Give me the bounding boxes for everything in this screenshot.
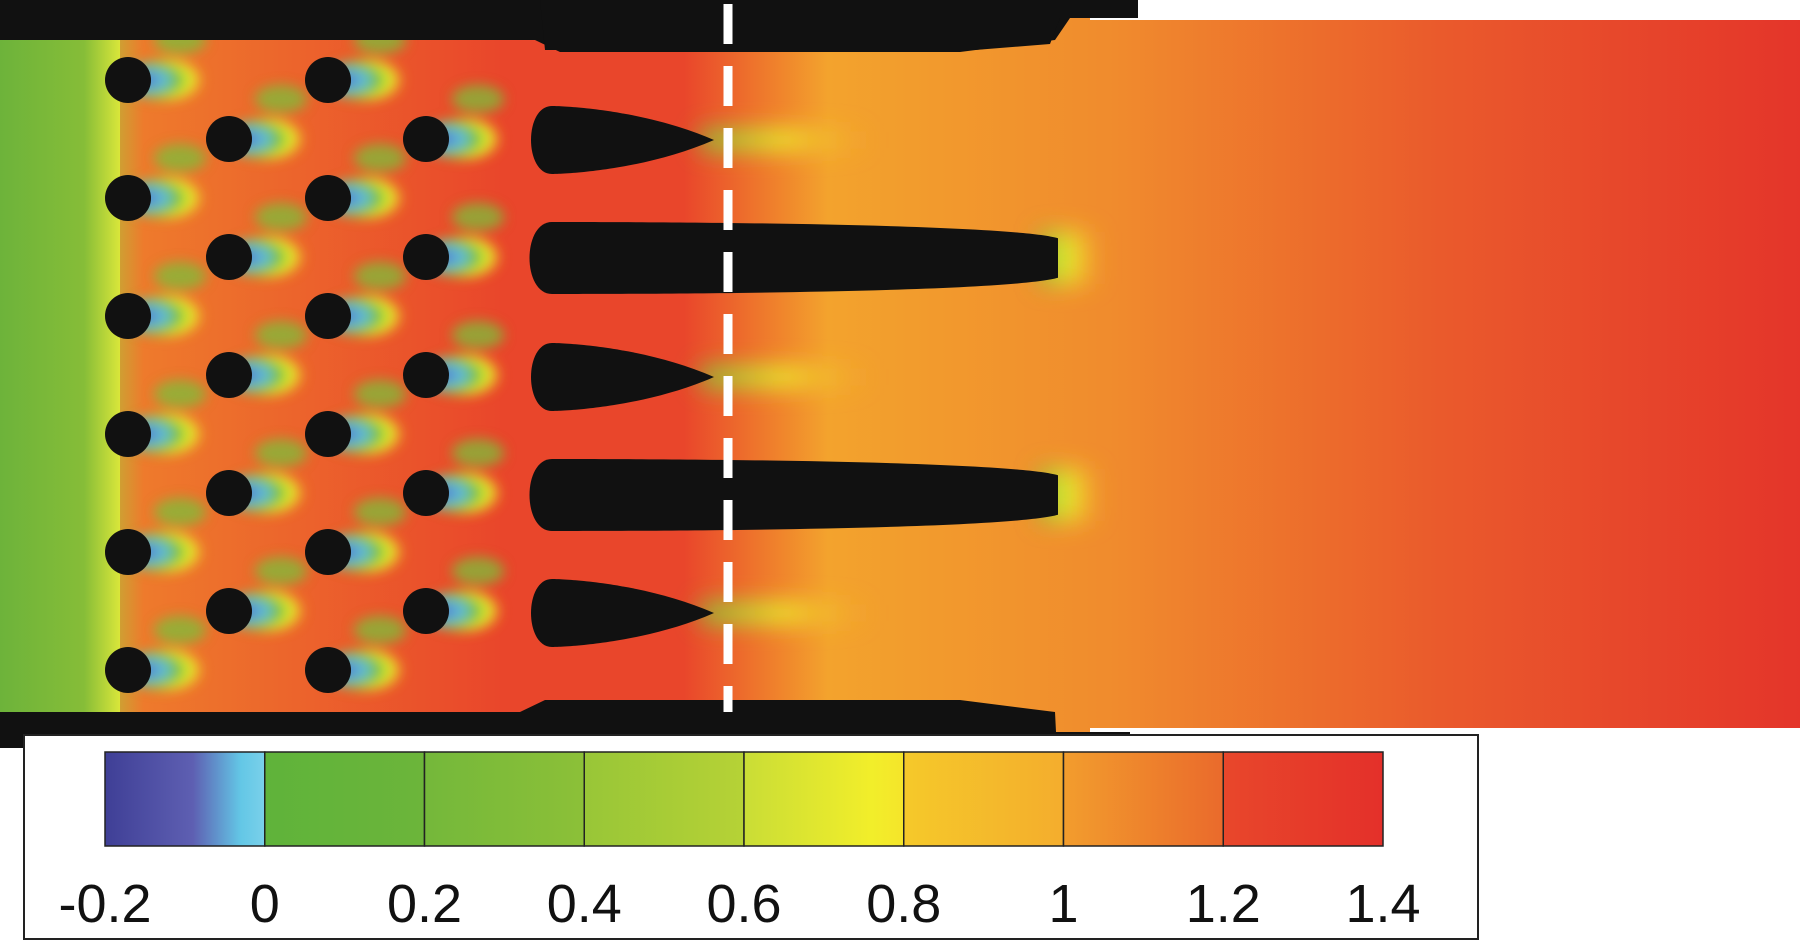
cylinder <box>206 352 252 398</box>
cylinder-shear-layer <box>452 203 504 231</box>
velocity-field <box>0 18 1800 748</box>
colorbar-tick-label: 1.2 <box>1186 874 1261 934</box>
cylinder-shear-layer <box>354 144 406 172</box>
colorbar-tick-label: 0.8 <box>866 874 941 934</box>
colorbar-tick-label: 0.6 <box>706 874 781 934</box>
colorbar-tick-label: 0 <box>250 874 280 934</box>
colorbar-segment <box>423 751 585 847</box>
cylinder <box>305 411 351 457</box>
cylinder-shear-layer <box>354 262 406 290</box>
inlet-region <box>0 30 120 748</box>
colorbar-tick-label: -0.2 <box>58 874 151 934</box>
cylinder <box>206 234 252 280</box>
cylinder-shear-layer <box>354 380 406 408</box>
cylinder <box>305 647 351 693</box>
fin-wake <box>700 130 870 150</box>
colorbar-segment <box>743 751 905 847</box>
colorbar-segment <box>1062 751 1224 847</box>
colorbar-legend: -0.2 0 0.2 0.4 0.6 0.8 1 1.2 1.4 <box>23 734 1479 940</box>
cylinder-shear-layer <box>255 439 307 467</box>
cylinder <box>403 234 449 280</box>
colorbar-segments <box>104 751 1384 847</box>
cylinder-array <box>105 57 449 693</box>
cylinder <box>403 588 449 634</box>
top-wall-step <box>540 0 1138 50</box>
colorbar-tick-label: 0.4 <box>547 874 622 934</box>
short-fin <box>531 106 714 174</box>
colorbar-segment <box>903 751 1065 847</box>
cylinder <box>305 293 351 339</box>
cylinder-shear-layer <box>255 557 307 585</box>
cylinder <box>305 175 351 221</box>
long-fin <box>529 222 1058 294</box>
fin-wake <box>700 367 870 387</box>
colorbar-tick-labels: -0.2 0 0.2 0.4 0.6 0.8 1 1.2 1.4 <box>58 874 1420 934</box>
colorbar-segment <box>264 751 426 847</box>
cylinder <box>105 411 151 457</box>
cylinder-shear-layer <box>452 557 504 585</box>
cylinder <box>305 529 351 575</box>
cylinder-shear-layer <box>452 321 504 349</box>
long-fin <box>529 459 1058 531</box>
cylinder-shear-layer <box>354 616 406 644</box>
short-fin <box>531 343 714 411</box>
cylinder <box>206 588 252 634</box>
short-fin <box>531 579 714 647</box>
cylinder-shear-layer <box>154 144 206 172</box>
cylinder <box>403 116 449 162</box>
colorbar-segment <box>583 751 745 847</box>
fin-array <box>529 106 1058 647</box>
cylinder <box>305 57 351 103</box>
cylinder-shear-layer <box>354 498 406 526</box>
fin-wake <box>700 603 870 623</box>
cylinder <box>403 470 449 516</box>
cylinder-shear-layer <box>154 262 206 290</box>
cylinder <box>206 470 252 516</box>
cylinder-shear-layer <box>154 616 206 644</box>
colorbar-tick-label: 0.2 <box>387 874 462 934</box>
cylinder-shear-layer <box>255 321 307 349</box>
colorbar-segment <box>104 751 266 847</box>
cylinder-shear-layer <box>154 380 206 408</box>
cylinder <box>105 57 151 103</box>
cylinder-shear-layer <box>255 85 307 113</box>
cylinder-shear-layer <box>154 498 206 526</box>
colorbar-segment <box>1222 751 1384 847</box>
colorbar-tick-label: 1 <box>1048 874 1078 934</box>
cylinder <box>403 352 449 398</box>
colorbar-tick-label: 1.4 <box>1345 874 1420 934</box>
cylinder <box>105 175 151 221</box>
cylinder-shear-layer <box>452 85 504 113</box>
cylinder <box>105 293 151 339</box>
cylinder-shear-layer <box>255 203 307 231</box>
cylinder <box>105 529 151 575</box>
fin-wakes <box>700 130 1100 623</box>
cylinder <box>206 116 252 162</box>
cylinder <box>105 647 151 693</box>
cylinder-shear-layer <box>452 439 504 467</box>
